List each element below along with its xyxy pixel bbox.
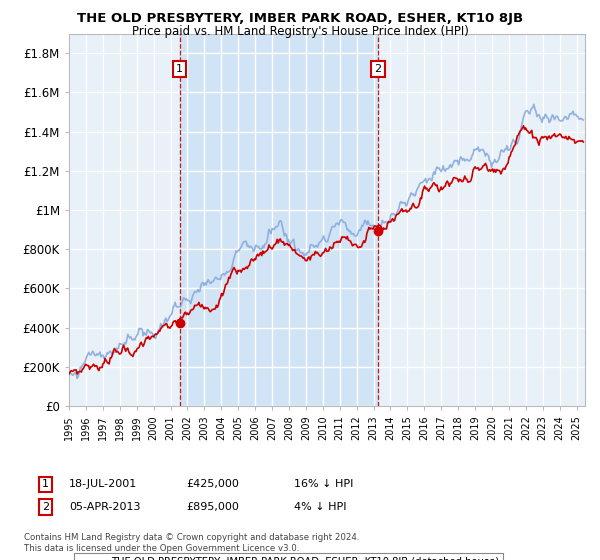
Text: 1: 1: [176, 64, 183, 74]
Text: 2: 2: [42, 502, 49, 512]
Text: Price paid vs. HM Land Registry's House Price Index (HPI): Price paid vs. HM Land Registry's House …: [131, 25, 469, 38]
Text: 1: 1: [42, 479, 49, 489]
Bar: [179, 34, 378, 406]
Text: 05-APR-2013: 05-APR-2013: [69, 502, 140, 512]
Text: 18-JUL-2001: 18-JUL-2001: [69, 479, 137, 489]
Text: 2: 2: [374, 64, 382, 74]
Text: 4% ↓ HPI: 4% ↓ HPI: [294, 502, 347, 512]
Legend: THE OLD PRESBYTERY, IMBER PARK ROAD, ESHER, KT10 8JB (detached house), HPI: Aver: THE OLD PRESBYTERY, IMBER PARK ROAD, ESH…: [74, 553, 503, 560]
Text: Contains HM Land Registry data © Crown copyright and database right 2024.
This d: Contains HM Land Registry data © Crown c…: [24, 533, 359, 553]
Text: £895,000: £895,000: [186, 502, 239, 512]
Text: THE OLD PRESBYTERY, IMBER PARK ROAD, ESHER, KT10 8JB: THE OLD PRESBYTERY, IMBER PARK ROAD, ESH…: [77, 12, 523, 25]
Text: 16% ↓ HPI: 16% ↓ HPI: [294, 479, 353, 489]
Text: £425,000: £425,000: [186, 479, 239, 489]
